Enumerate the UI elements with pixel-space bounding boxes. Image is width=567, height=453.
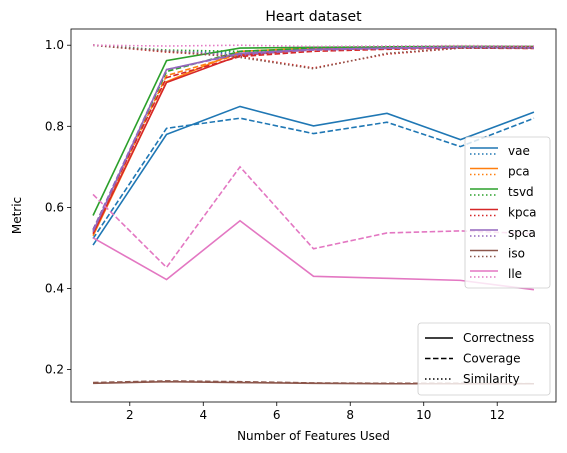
series-line-kpca-coverage <box>92 47 534 231</box>
y-tick-label: 0.2 <box>45 363 64 377</box>
chart-title: Heart dataset <box>265 9 362 25</box>
legend-label-spca: spca <box>508 226 536 240</box>
series-line-spca-correctness <box>92 46 534 233</box>
y-tick-label: 1.0 <box>45 38 64 52</box>
legend-label-lle: lle <box>508 267 522 281</box>
legend-label-iso: iso <box>508 247 525 261</box>
x-tick-label: 10 <box>416 408 431 422</box>
style-legend-box <box>417 322 551 396</box>
x-tick-label: 4 <box>199 408 207 422</box>
y-axis-label: Metric <box>10 197 24 234</box>
series-line-tsvd-correctness <box>92 45 534 216</box>
x-ticks: 2 4 6 8 10 12 <box>126 402 505 422</box>
x-tick-label: 12 <box>490 408 505 422</box>
series-line-lle-correctness <box>92 219 535 291</box>
x-tick-label: 6 <box>273 408 281 422</box>
style-legend-label: Similarity <box>463 372 520 386</box>
series-line-vae-coverage <box>92 117 535 240</box>
style-legend-label: Coverage <box>463 352 521 366</box>
x-tick-label: 8 <box>346 408 354 422</box>
legend-label-pca: pca <box>508 165 530 179</box>
series-line-vae-correctness <box>92 105 535 246</box>
y-tick-label: 0.6 <box>45 200 64 214</box>
y-tick-label: 0.4 <box>45 281 64 295</box>
legend-label-kpca: kpca <box>508 206 537 220</box>
y-tick-label: 0.8 <box>45 119 64 133</box>
plot-frame <box>70 28 557 403</box>
x-tick-label: 2 <box>126 408 134 422</box>
legend-label-vae: vae <box>508 144 530 158</box>
series-layer <box>92 44 535 385</box>
series-line-lle-coverage <box>92 165 534 269</box>
x-axis-label: Number of Features Used <box>237 429 390 443</box>
style-legend: Correctness Coverage Similarity <box>417 322 551 396</box>
y-ticks: 0.2 0.4 0.6 0.8 1.0 <box>45 38 71 377</box>
series-line-lle-similarity <box>93 44 534 48</box>
series-legend: vae pca tsvd kpca spca iso lle <box>464 136 551 289</box>
series-line-tsvd-coverage <box>92 46 534 231</box>
legend-label-tsvd: tsvd <box>508 185 534 199</box>
style-legend-label: Correctness <box>463 331 534 345</box>
